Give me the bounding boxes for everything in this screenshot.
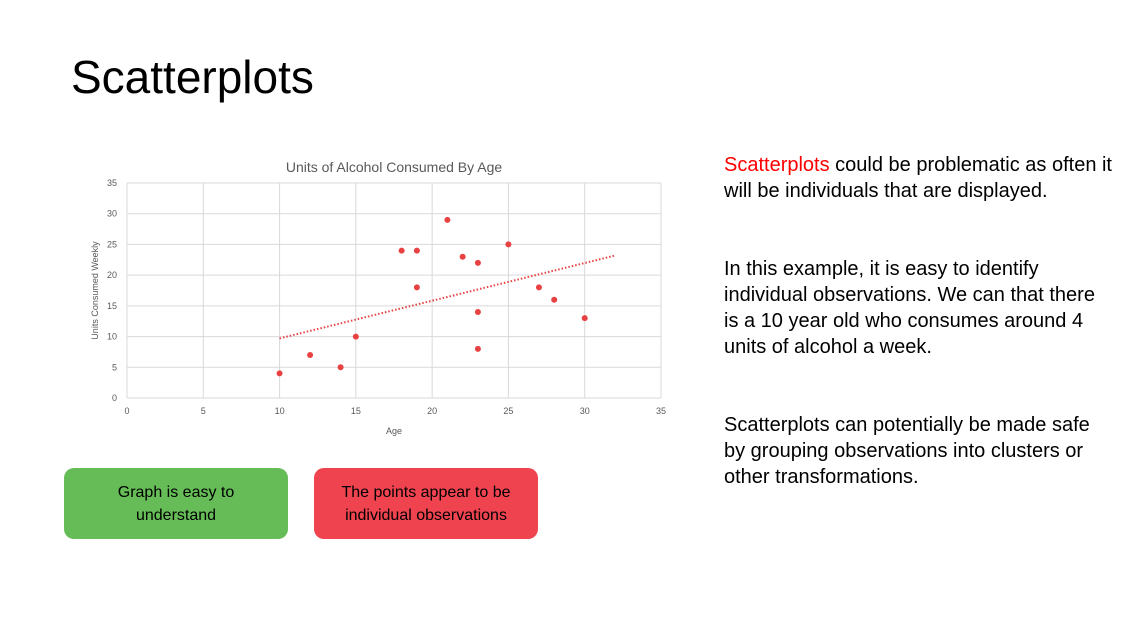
x-tick-label: 5 [201, 406, 206, 416]
pro-callout: Graph is easy to understand [64, 468, 288, 539]
data-point [307, 352, 314, 358]
x-tick-label: 25 [503, 406, 513, 416]
y-tick-label: 35 [107, 178, 117, 188]
data-point [444, 216, 451, 223]
x-tick-label: 10 [275, 406, 285, 416]
chart-grid [126, 182, 662, 399]
y-axis-label: Units Consumed Weekly [90, 241, 100, 340]
side-paragraph-1-text: could be problematic as often it will be… [724, 154, 1112, 202]
x-tick-labels: 0 5 10 15 20 25 30 35 [124, 406, 666, 416]
data-points [276, 216, 588, 377]
data-point [276, 370, 283, 377]
x-tick-label: 35 [656, 406, 666, 416]
y-tick-label: 0 [112, 393, 117, 403]
trendline [279, 254, 616, 340]
y-tick-label: 30 [107, 209, 117, 219]
data-point [352, 333, 359, 340]
side-paragraph-3: Scatterplots can potentially be made saf… [724, 414, 1090, 488]
y-tick-labels: 0 5 10 15 20 25 30 35 [107, 178, 117, 403]
data-point [413, 247, 420, 254]
y-tick-label: 5 [112, 362, 117, 372]
y-tick-label: 10 [107, 332, 117, 342]
pro-callout-text: Graph is easy to understand [117, 483, 235, 524]
data-point [581, 315, 588, 322]
x-axis-label: Age [386, 426, 402, 436]
chart-title: Units of Alcohol Consumed By Age [286, 159, 503, 175]
side-text: Scatterplots could be problematic as oft… [724, 152, 1114, 542]
data-point [535, 284, 542, 291]
side-paragraph-1: Scatterplots could be problematic as oft… [724, 152, 1114, 204]
slide-title: Scatterplots [71, 51, 314, 103]
x-tick-label: 30 [580, 406, 590, 416]
con-callout-text: The points appear to be individual obser… [341, 483, 511, 524]
x-tick-label: 0 [124, 406, 129, 416]
data-point [474, 345, 481, 352]
data-point [505, 241, 512, 248]
scatter-chart: Units of Alcohol Consumed By Age 0 5 10 15 2… [80, 150, 680, 450]
chart-svg: Units of Alcohol Consumed By Age 0 5 10 15 2… [90, 159, 666, 436]
data-point [413, 284, 420, 291]
data-point [398, 247, 405, 254]
x-tick-label: 20 [427, 406, 437, 416]
data-point [551, 296, 558, 303]
highlight-term: Scatterplots [724, 154, 830, 176]
data-point [337, 364, 344, 371]
data-point [474, 259, 481, 266]
data-point [474, 309, 481, 315]
con-callout: The points appear to be individual obser… [314, 468, 538, 539]
y-tick-label: 20 [107, 270, 117, 280]
side-paragraph-2: In this example, it is easy to identify … [724, 258, 1095, 358]
y-tick-label: 15 [107, 301, 117, 311]
y-tick-label: 25 [107, 239, 117, 249]
data-point [459, 253, 466, 260]
x-tick-label: 15 [351, 406, 361, 416]
